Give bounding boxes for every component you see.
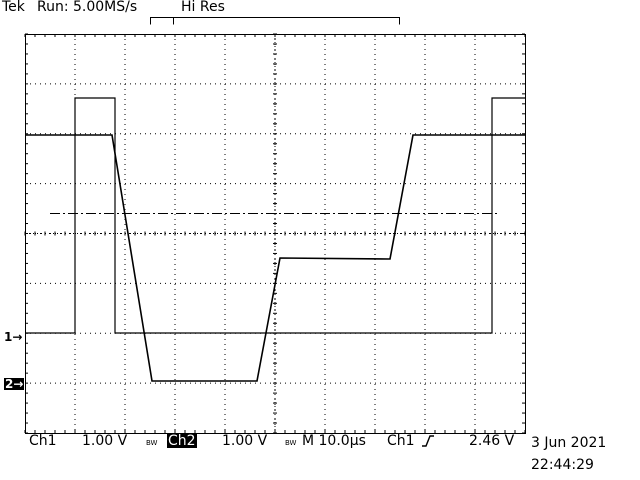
ch2-scale: 1.00 V xyxy=(222,433,268,449)
brand-label: Tek xyxy=(2,0,25,15)
ch2-ground-marker: 2→ xyxy=(4,377,25,391)
graticule xyxy=(24,33,526,434)
time-readout: 22:44:29 xyxy=(531,457,594,473)
ch1-label: Ch1 xyxy=(29,433,57,449)
acquisition-status: Run: 5.00MS/s xyxy=(37,0,138,15)
ch1-bw-limit: BW xyxy=(146,439,158,447)
record-position-indicator xyxy=(150,17,400,25)
trigger-source: Ch1 xyxy=(387,433,415,449)
ch2-trace xyxy=(25,134,525,382)
ch2-bw-limit: BW xyxy=(285,439,297,447)
ch2-label: Ch2 xyxy=(167,433,197,449)
timebase: M 10.0µs xyxy=(302,433,366,449)
acquisition-mode: Hi Res xyxy=(181,0,225,15)
ch1-ground-marker: 1→ xyxy=(4,330,23,344)
trigger-level: 2.46 V xyxy=(469,433,515,449)
ch1-scale: 1.00 V xyxy=(82,433,128,449)
ch1-trace xyxy=(25,97,525,334)
rising-edge-icon xyxy=(422,435,434,447)
date-readout: 3 Jun 2021 xyxy=(531,435,607,451)
